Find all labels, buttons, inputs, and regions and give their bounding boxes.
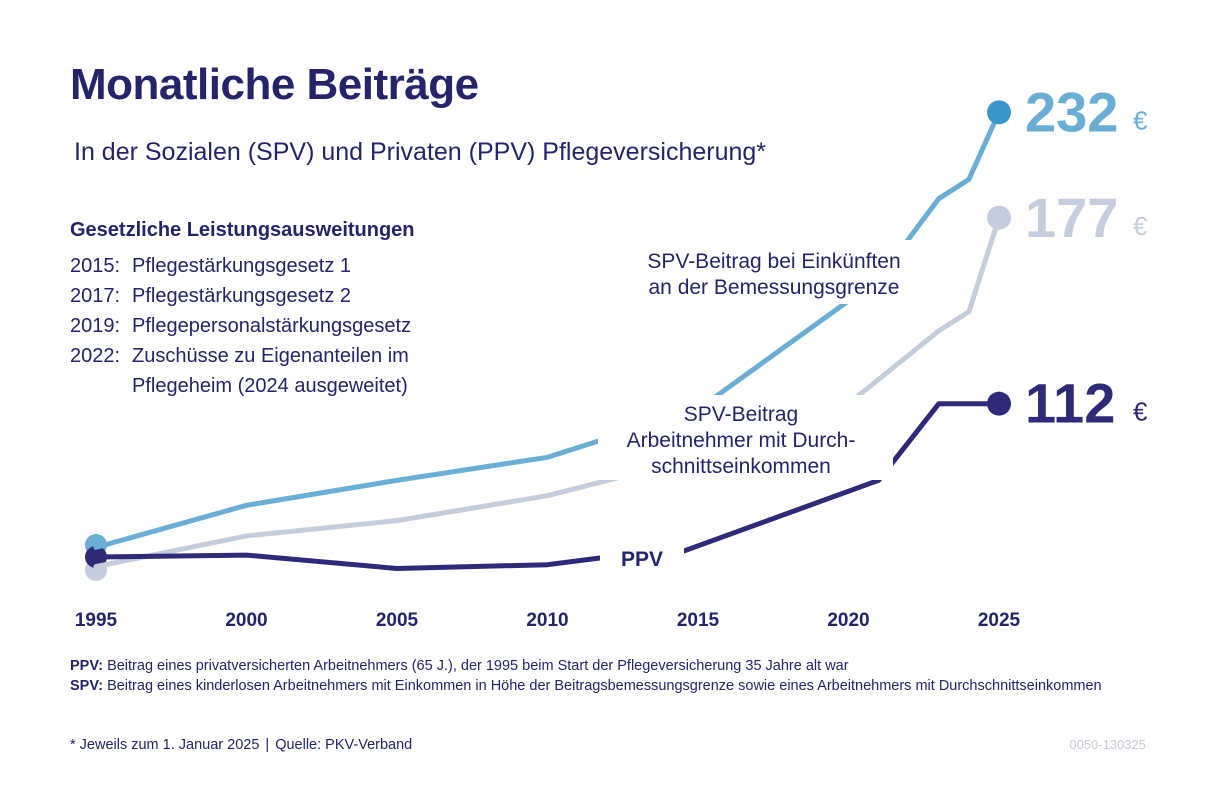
reform-item: 2022: Zuschüsse zu Eigenanteilen im Pfle… (70, 341, 415, 401)
series-label: PPV (621, 548, 663, 571)
reform-text: Pflegestärkungsgesetz 2 (132, 285, 352, 307)
end-value-unit: € (1133, 211, 1148, 241)
graphic-code: 0050-130325 (1069, 737, 1146, 752)
reform-text: Pflegepersonalstärkungsgesetz (132, 315, 412, 337)
x-tick-label: 2000 (225, 610, 267, 631)
footnote-ppv-label: PPV: (70, 658, 104, 674)
series-label-line: SPV-Beitrag bei Einkünften (647, 250, 900, 273)
series-label: SPV-Beitrag Arbeitnehmer mit Durch-schnit… (627, 403, 856, 478)
x-tick-label: 1995 (75, 610, 118, 631)
reforms-heading: Gesetzliche Leistungsausweitungen (70, 219, 415, 241)
source-text: Quelle: PKV-Verband (275, 737, 413, 753)
x-tick-label: 2020 (827, 610, 869, 631)
reform-year: 2015: (70, 255, 121, 277)
reform-year: 2019: (70, 315, 121, 337)
series-label-line: schnittseinkommen (651, 455, 831, 478)
footnotes: PPV: Beitrag eines privatversicherten Ar… (70, 656, 1140, 696)
source-line: * Jeweils zum 1. Januar 2025 | Quelle: PKV… (70, 737, 412, 753)
footnote-spv-text: Beitrag eines kinderlosen Arbeitnehmers … (103, 678, 1102, 694)
reform-text: Zuschüsse zu Eigenanteilen im Pflegeheim… (132, 345, 409, 397)
x-tick-label: 2015 (677, 610, 720, 631)
end-marker (987, 205, 1011, 230)
footnote-spv-label: SPV: (70, 678, 104, 694)
end-value-label: 232 (1025, 80, 1118, 143)
end-value-unit: € (1133, 397, 1148, 427)
series-label: SPV-Beitrag bei Einkünften an der Bemessu… (647, 250, 900, 299)
end-value-label: 112 (1025, 372, 1115, 435)
reform-item: 2017: Pflegestärkungsgesetz 2 (70, 281, 415, 311)
reform-year: 2017: (70, 285, 121, 307)
reform-text: Pflegestärkungsgesetz 1 (132, 255, 352, 277)
reform-item: 2019: Pflegepersonalstärkungsgesetz (70, 311, 415, 341)
reform-year: 2022: (70, 345, 121, 367)
series-label-line: Arbeitnehmer mit Durch- (627, 429, 856, 452)
reform-item: 2015: Pflegestärkungsgesetz 1 (70, 251, 415, 281)
footnote-ppv: PPV: Beitrag eines privatversicherten Ar… (70, 656, 1140, 676)
footnote-spv: SPV: Beitrag eines kinderlosen Arbeitneh… (70, 676, 1140, 696)
end-value-unit: € (1133, 105, 1148, 135)
x-tick-label: 2005 (376, 610, 419, 631)
end-value-label: 177 (1025, 186, 1118, 249)
series-label-line: PPV (621, 548, 663, 571)
x-tick-label: 2025 (978, 610, 1021, 631)
footnote-ppv-text: Beitrag eines privatversicherten Arbeitn… (103, 658, 849, 674)
page-title: Monatliche Beiträge (70, 60, 479, 109)
date-note: * Jeweils zum 1. Januar 2025 (70, 737, 260, 753)
label-background (618, 240, 933, 304)
x-tick-label: 2010 (526, 610, 568, 631)
label-background (600, 537, 684, 577)
source-separator: | (265, 737, 270, 753)
reforms-list: Gesetzliche Leistungsausweitungen 2015: … (70, 215, 415, 401)
page-subtitle: In der Sozialen (SPV) und Privaten (PPV)… (74, 138, 767, 166)
label-background (598, 395, 893, 480)
end-marker (987, 391, 1011, 416)
series-line (93, 109, 1002, 550)
series-label-line: an der Bemessungsgrenze (649, 276, 900, 299)
series-label-line: SPV-Beitrag (684, 403, 798, 426)
end-marker (987, 100, 1011, 125)
